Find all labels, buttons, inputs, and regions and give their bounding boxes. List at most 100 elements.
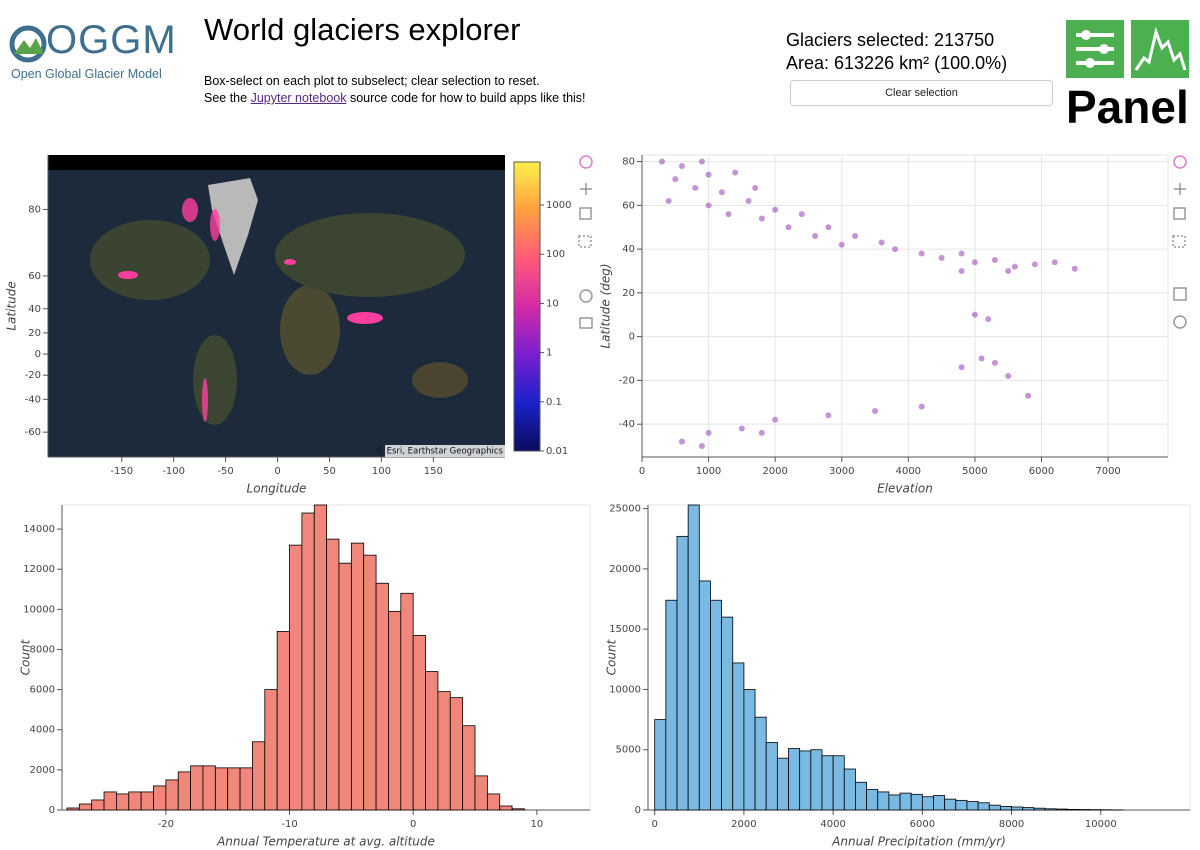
bar bbox=[252, 741, 266, 811]
pan-tool[interactable] bbox=[1174, 183, 1186, 195]
box-select-tool[interactable] bbox=[578, 235, 592, 248]
bar bbox=[462, 725, 476, 811]
bar bbox=[388, 610, 402, 811]
pan-tool[interactable] bbox=[580, 183, 592, 195]
bar bbox=[153, 785, 167, 811]
bar bbox=[412, 635, 426, 811]
bar bbox=[202, 765, 216, 811]
point bbox=[692, 184, 699, 191]
y-tick-label: 0 bbox=[629, 332, 635, 343]
point bbox=[672, 176, 679, 183]
point bbox=[812, 232, 819, 239]
bar bbox=[888, 794, 901, 811]
point bbox=[892, 246, 899, 253]
point bbox=[838, 241, 845, 248]
bar bbox=[511, 808, 525, 811]
y-tick-label: -60 bbox=[25, 427, 41, 438]
bar bbox=[821, 755, 834, 811]
x-tick-label: 3000 bbox=[829, 466, 854, 477]
bar bbox=[966, 801, 979, 811]
point bbox=[1011, 263, 1018, 270]
point bbox=[758, 215, 765, 222]
point bbox=[1031, 261, 1038, 268]
point bbox=[938, 254, 945, 261]
x-tick-label: -150 bbox=[110, 466, 133, 477]
bar bbox=[140, 791, 154, 811]
zoom-tool[interactable] bbox=[1173, 207, 1186, 220]
panel-logo-icons bbox=[1066, 20, 1189, 78]
bar bbox=[1044, 808, 1057, 811]
x-tick-label: -20 bbox=[158, 819, 174, 830]
x-tick-label: 5000 bbox=[962, 466, 987, 477]
x-tick-label: -50 bbox=[217, 466, 233, 477]
y-tick-label: 40 bbox=[622, 244, 635, 255]
x-tick-label: 4000 bbox=[896, 466, 921, 477]
x-tick-label: 2000 bbox=[731, 819, 756, 830]
logo bbox=[579, 155, 593, 169]
y-tick-label: 0 bbox=[49, 805, 55, 816]
bar bbox=[338, 562, 352, 811]
y-tick-label: 2000 bbox=[30, 765, 55, 776]
y-tick-label: 8000 bbox=[30, 644, 55, 655]
bar bbox=[400, 592, 414, 811]
point bbox=[958, 364, 965, 371]
bar bbox=[103, 791, 117, 811]
bar bbox=[227, 767, 241, 811]
bar bbox=[1022, 807, 1035, 811]
colorbar-tick-label: 1 bbox=[546, 348, 552, 359]
bar bbox=[214, 767, 229, 811]
x-tick-label: 10000 bbox=[1085, 819, 1117, 830]
box-select-tool[interactable] bbox=[1172, 235, 1186, 248]
x-tick-label: 0 bbox=[639, 466, 645, 477]
map-background bbox=[48, 155, 505, 457]
y-tick-label: 10000 bbox=[23, 604, 55, 615]
x-tick-label: 0 bbox=[274, 466, 280, 477]
point bbox=[705, 429, 712, 436]
bar bbox=[165, 779, 179, 811]
clear-button[interactable]: Clear selection bbox=[790, 80, 1053, 106]
point bbox=[798, 211, 805, 218]
instructions: Box-select on each plot to subselect; cl… bbox=[204, 74, 540, 88]
point bbox=[918, 403, 925, 410]
point bbox=[718, 189, 725, 196]
source-note: See the Jupyter notebook source code for… bbox=[204, 91, 586, 105]
x-tick-label: 0 bbox=[652, 819, 658, 830]
point bbox=[772, 416, 779, 423]
x-axis-label: Annual Precipitation (mm/yr) bbox=[831, 835, 1006, 849]
y-tick-label: 80 bbox=[28, 204, 41, 215]
x-tick-label: 4000 bbox=[820, 819, 845, 830]
y-axis-label: Latitude (deg) bbox=[599, 263, 613, 348]
x-tick-label: 8000 bbox=[999, 819, 1024, 830]
plot-frame bbox=[641, 154, 1169, 458]
point bbox=[698, 158, 705, 165]
x-tick-label: 10 bbox=[530, 819, 543, 830]
bar bbox=[877, 791, 890, 811]
x-tick-label: 100 bbox=[372, 466, 391, 477]
logo-icon bbox=[9, 25, 47, 63]
reset-tool[interactable] bbox=[579, 289, 593, 303]
bar bbox=[91, 799, 105, 811]
point bbox=[991, 257, 998, 264]
x-tick-label: -10 bbox=[281, 819, 297, 830]
text: See the bbox=[204, 91, 248, 105]
hover-tool[interactable] bbox=[579, 317, 593, 329]
point bbox=[1051, 259, 1058, 266]
zoom-tool[interactable] bbox=[579, 207, 592, 220]
save-tool[interactable] bbox=[1173, 287, 1187, 301]
y-tick-label: 12000 bbox=[23, 564, 55, 575]
bar bbox=[326, 538, 340, 811]
point bbox=[665, 197, 672, 204]
point bbox=[705, 202, 712, 209]
reset-tool[interactable] bbox=[1173, 315, 1187, 329]
panel-logo-text: Panel bbox=[1066, 81, 1189, 133]
y-axis-label: Count bbox=[605, 638, 619, 675]
bar bbox=[776, 757, 789, 811]
x-tick-label: 6000 bbox=[910, 819, 935, 830]
bar bbox=[375, 582, 389, 811]
link[interactable]: Jupyter notebook bbox=[250, 91, 347, 105]
bar bbox=[687, 504, 700, 811]
y-tick-label: -40 bbox=[25, 394, 41, 405]
bar bbox=[944, 798, 957, 811]
